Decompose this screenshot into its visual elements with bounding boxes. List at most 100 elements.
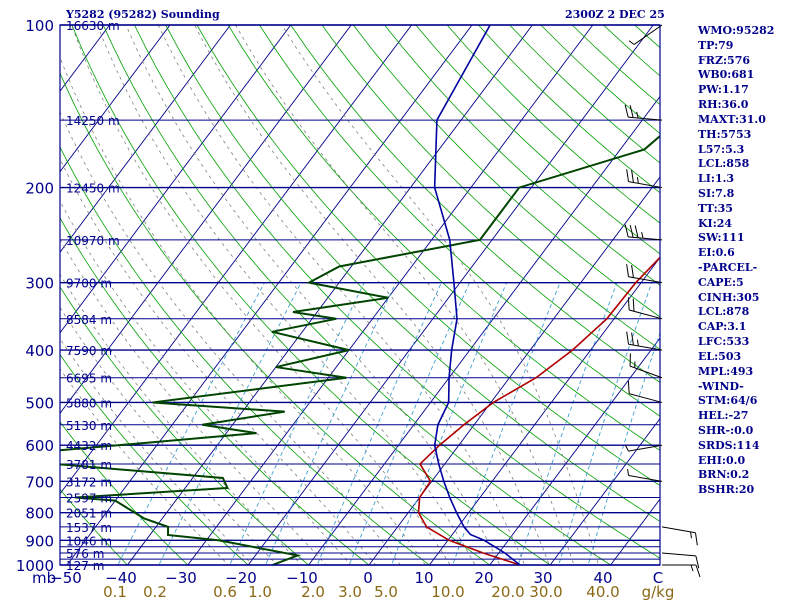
isotherm <box>126 25 533 565</box>
wind-barb <box>626 169 663 189</box>
wind-barb <box>661 552 700 569</box>
index-item: CINH:305 <box>698 290 760 304</box>
index-item: FRZ:576 <box>698 53 751 67</box>
mixing-ratio-line <box>348 282 470 565</box>
wind-barb-half <box>690 531 692 539</box>
moist-adiabat <box>60 158 377 565</box>
height-label: 16630 m <box>66 19 120 33</box>
sounding-time: 2300Z 2 DEC 25 <box>565 8 665 21</box>
isotherm <box>0 25 49 576</box>
index-item: MPL:493 <box>698 364 754 378</box>
index-item: CAP:3.1 <box>698 320 747 334</box>
isotherm <box>368 176 660 565</box>
height-label: 8584 m <box>66 313 112 327</box>
mixing-ratio-line <box>316 282 442 565</box>
mixing-ratio-line <box>229 282 365 565</box>
mixing-ratio-tick-label: 30.0 <box>529 583 562 600</box>
wind-barb-flag <box>634 225 639 238</box>
moist-adiabat <box>60 238 327 565</box>
wind-barb-flag <box>631 265 634 278</box>
isobars <box>60 24 660 566</box>
height-label: 5880 m <box>66 396 112 410</box>
index-item: BSHR:20 <box>698 483 755 497</box>
height-label: 127 m <box>66 559 104 573</box>
wind-barb <box>629 353 663 379</box>
moist-adiabat <box>60 200 352 565</box>
index-item: SHR-:0.0 <box>698 423 754 437</box>
height-label: 9700 m <box>66 277 112 291</box>
isotherm <box>60 25 231 253</box>
mixing-ratio-unit-label: g/kg <box>642 583 675 600</box>
wind-barb-flag <box>695 555 700 569</box>
dry-adiabat <box>196 25 660 487</box>
wind-barb-staff <box>628 276 663 284</box>
wind-barb <box>625 444 663 452</box>
wind-barb <box>627 469 663 482</box>
height-label: 10970 m <box>66 234 120 248</box>
index-item: BRN:0.2 <box>698 468 750 482</box>
height-label: 1046 m <box>66 534 112 548</box>
dry-adiabat <box>102 25 612 565</box>
mixing-ratio-line <box>390 282 508 565</box>
wind-barb-flag <box>624 104 629 118</box>
wind-barb-flag <box>627 380 630 394</box>
wind-barb-staff <box>629 365 663 379</box>
temperature-line <box>417 256 660 565</box>
wind-barb-half <box>636 339 639 347</box>
wind-barb-flag <box>627 297 630 311</box>
mixing-ratio-tick-label: 40.0 <box>586 583 619 600</box>
dry-adiabat <box>71 25 551 565</box>
wind-barb <box>627 297 663 320</box>
height-label: 3172 m <box>66 475 112 489</box>
mixing-ratio-tick-label: 5.0 <box>374 583 398 600</box>
wind-barbs <box>624 24 701 578</box>
isotherm <box>428 256 660 565</box>
temperature-tick-label: −10 <box>286 569 318 587</box>
index-item: CAPE:5 <box>698 275 744 289</box>
height-label: 12450 m <box>66 182 120 196</box>
temperature-tick-label: 20 <box>474 569 493 587</box>
mixing-ratio-tick-label: 20.0 <box>491 583 524 600</box>
mixing-ratio-tick-label: 2.0 <box>301 583 325 600</box>
dewpoint-line <box>60 134 660 565</box>
mixing-ratio-line <box>452 282 561 565</box>
mixing-ratio-line <box>558 282 653 565</box>
indices-panel: WMO:95282 TP:79 FRZ:576 WB0:681 PW:1.17 RH:36… <box>698 24 774 498</box>
index-item: LFC:533 <box>698 335 750 349</box>
wind-barb-flag <box>629 105 634 118</box>
mixing-ratio-tick-label: 0.1 <box>103 583 127 600</box>
wind-barb-half <box>627 469 630 476</box>
index-item: TP:79 <box>698 38 734 52</box>
moist-adiabat <box>194 25 550 565</box>
pressure-tick-label: 600 <box>25 437 54 455</box>
wind-barb <box>662 564 701 578</box>
wind-barb <box>624 104 663 121</box>
temperature-tick-label: 0 <box>363 569 373 587</box>
wind-barb-staff <box>628 474 663 482</box>
station-title: Y5282 (95282) Sounding <box>66 8 220 21</box>
isotherm <box>66 25 473 565</box>
index-item: HEL:-27 <box>698 409 749 423</box>
index-item: LI:1.3 <box>698 172 735 186</box>
mixing-ratio-tick-label: 1.0 <box>248 583 272 600</box>
height-label: 2597 m <box>66 492 112 506</box>
index-item: TT:35 <box>698 201 733 215</box>
mixing-ratio-tick-label: 0.6 <box>213 583 237 600</box>
dry-adiabat <box>352 25 660 318</box>
wind-barb-flag <box>695 564 701 578</box>
wind-barb-staff <box>661 526 696 534</box>
isotherm <box>60 25 292 334</box>
wind-barb <box>627 380 663 403</box>
dry-adiabat <box>227 25 660 451</box>
index-item: WMO:95282 <box>698 24 775 37</box>
dry-adiabat <box>290 25 660 383</box>
height-label: 576 m <box>66 547 104 561</box>
wind-barb-staff <box>661 552 696 557</box>
plot-frame <box>59 24 661 566</box>
wind-barb-flag <box>626 331 630 345</box>
mixing-ratio-line <box>158 282 302 565</box>
index-item: PW:1.17 <box>698 83 749 97</box>
index-item: SI:7.8 <box>698 186 735 200</box>
moist-adiabat <box>71 25 451 565</box>
